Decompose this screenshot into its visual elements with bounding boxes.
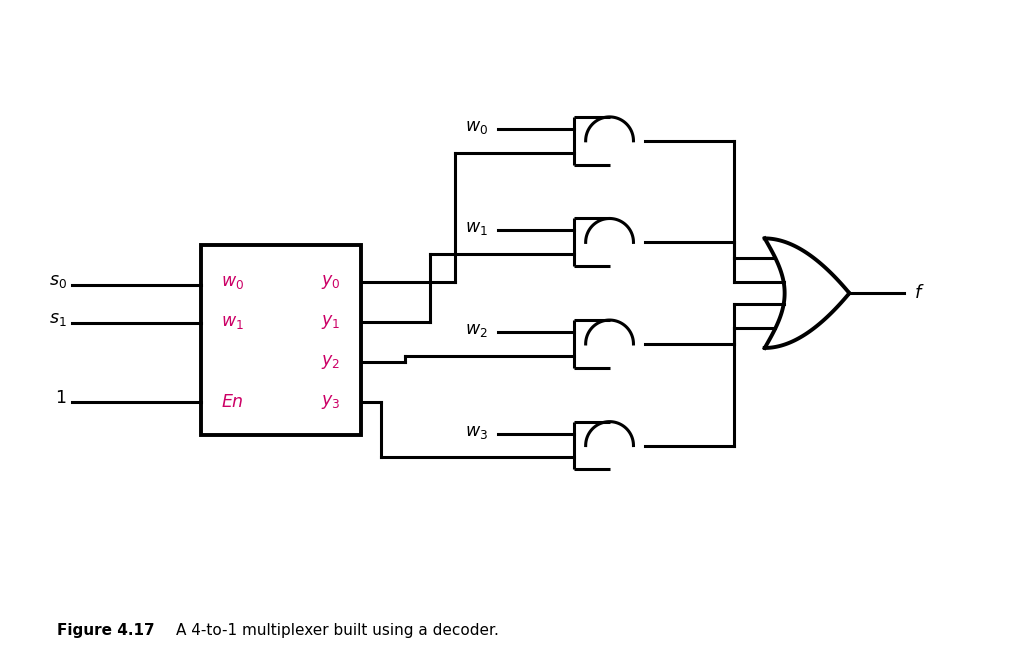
Text: $\mathit{En}$: $\mathit{En}$ [221, 393, 244, 411]
Text: $y_0$: $y_0$ [320, 273, 341, 291]
Text: Figure 4.17: Figure 4.17 [57, 623, 155, 639]
Text: $f$: $f$ [913, 284, 924, 302]
Text: $y_2$: $y_2$ [321, 353, 341, 371]
Text: $y_1$: $y_1$ [321, 313, 341, 331]
Text: $w_0$: $w_0$ [464, 118, 487, 136]
Text: A 4-to-1 multiplexer built using a decoder.: A 4-to-1 multiplexer built using a decod… [176, 623, 498, 639]
Text: $s_1$: $s_1$ [50, 310, 67, 328]
Text: $w_2$: $w_2$ [465, 321, 487, 339]
Text: $y_3$: $y_3$ [320, 393, 341, 411]
Text: $w_1$: $w_1$ [221, 313, 244, 331]
Text: $1$: $1$ [56, 389, 67, 407]
Bar [201, 245, 360, 435]
Text: $w_3$: $w_3$ [465, 423, 487, 441]
Text: $w_0$: $w_0$ [221, 273, 244, 291]
Text: $s_0$: $s_0$ [49, 272, 67, 290]
Text: $w_1$: $w_1$ [465, 220, 487, 237]
